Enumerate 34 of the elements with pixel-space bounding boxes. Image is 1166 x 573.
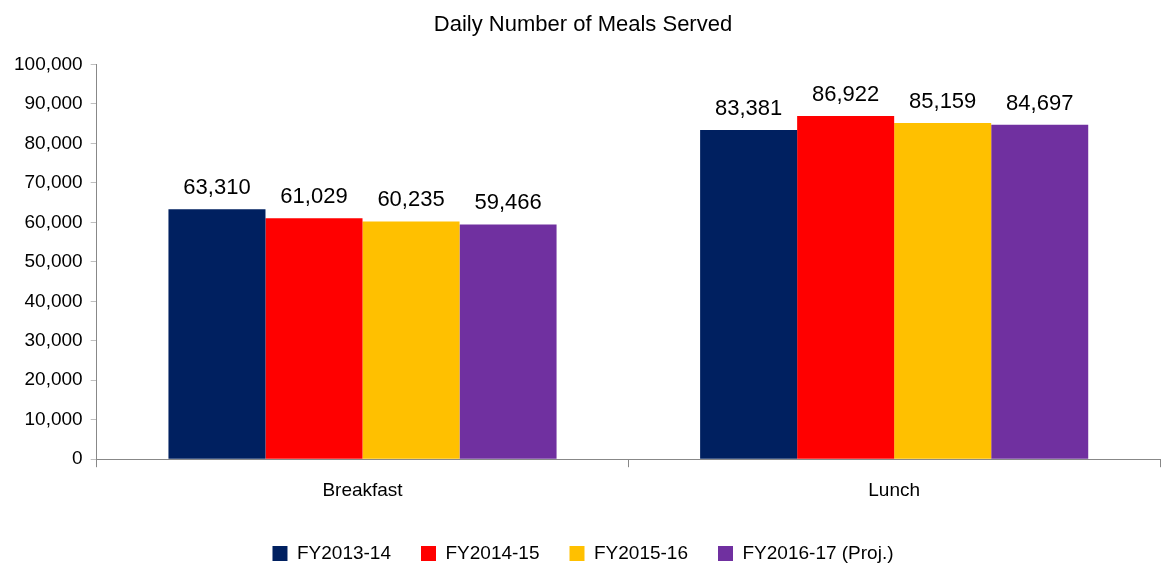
- y-tick-label: 100,000: [13, 52, 83, 74]
- bar: [168, 209, 266, 459]
- legend-label: FY2013-14: [296, 541, 392, 563]
- data-label: 60,235: [377, 186, 445, 212]
- data-label: 83,381: [714, 95, 783, 121]
- x-tick-label: Breakfast: [322, 478, 404, 500]
- y-tick-label: 10,000: [24, 407, 83, 429]
- data-label: 84,697: [1006, 89, 1074, 115]
- y-tick-label: 0: [72, 447, 83, 469]
- bar: [797, 116, 895, 459]
- bar: [991, 124, 1089, 459]
- y-tick-label: 50,000: [24, 250, 83, 272]
- y-tick-label: 60,000: [24, 210, 83, 232]
- data-label: 86,922: [812, 81, 880, 107]
- legend-label: FY2014-15: [445, 541, 540, 563]
- data-label: 63,310: [183, 174, 251, 200]
- chart-title: Daily Number of Meals Served: [433, 11, 733, 37]
- x-tick-label: Lunch: [868, 478, 921, 500]
- data-label: 59,466: [474, 189, 542, 215]
- y-tick-label: 90,000: [24, 92, 83, 114]
- bar: [894, 122, 992, 459]
- y-tick-label: 30,000: [24, 328, 83, 350]
- bar: [362, 221, 460, 459]
- y-tick-label: 70,000: [24, 171, 83, 193]
- y-tick-label: 80,000: [24, 131, 83, 153]
- data-label: 61,029: [280, 183, 348, 209]
- bar: [265, 218, 363, 459]
- bar: [700, 130, 798, 459]
- y-tick-label: 40,000: [24, 289, 83, 311]
- data-label: 85,159: [909, 88, 977, 114]
- legend-label: FY2015-16: [594, 541, 689, 563]
- y-tick-label: 20,000: [24, 368, 83, 390]
- legend-label: FY2016-17 (Proj.): [742, 541, 894, 563]
- bar: [459, 224, 557, 459]
